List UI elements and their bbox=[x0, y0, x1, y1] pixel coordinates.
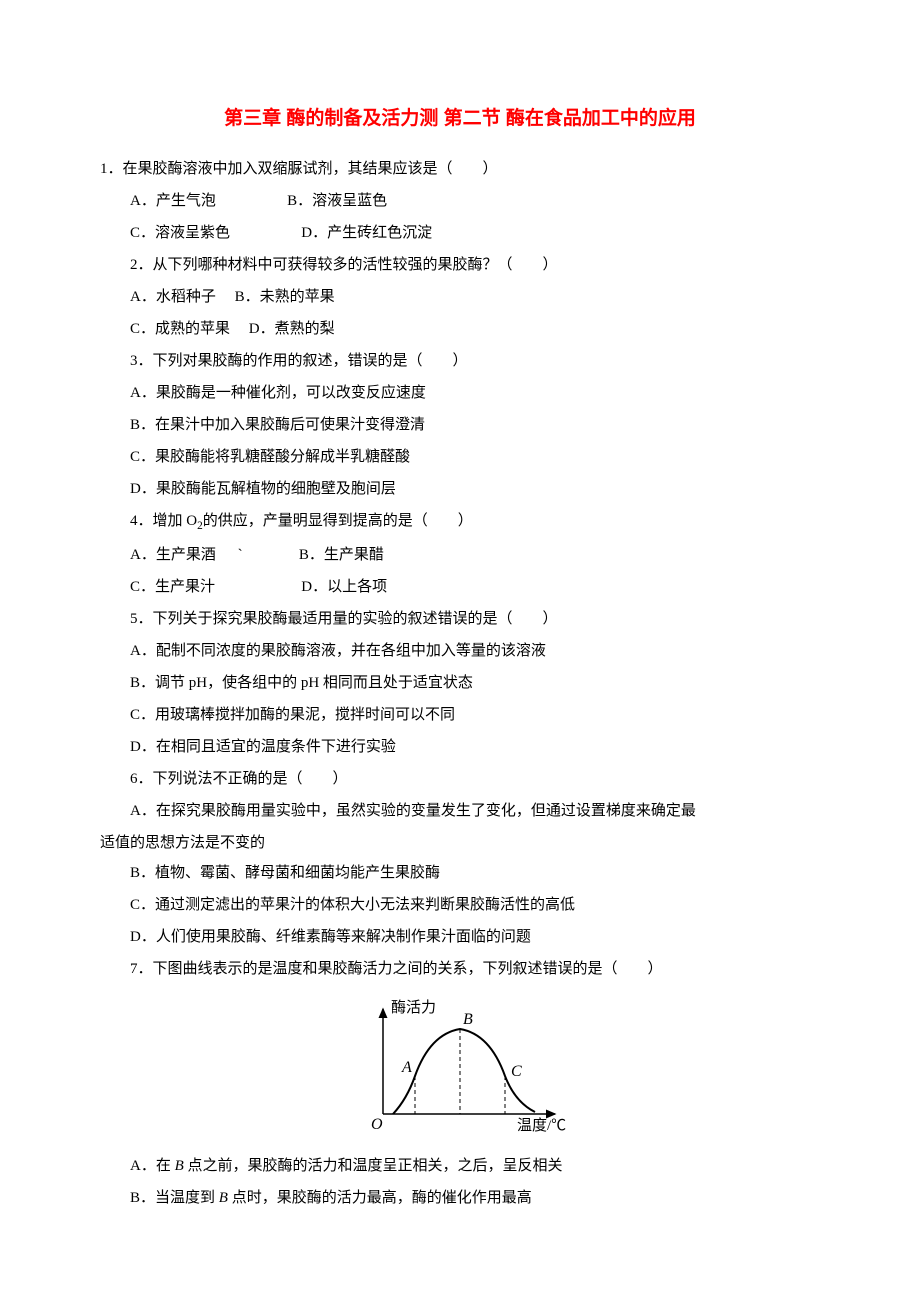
q4-option-d: D．以上各项 bbox=[301, 572, 387, 602]
q1-options-row1: A．产生气泡 B．溶液呈蓝色 bbox=[100, 186, 820, 216]
label-c: C bbox=[511, 1063, 522, 1080]
page-title: 第三章 酶的制备及活力测 第二节 酶在食品加工中的应用 bbox=[100, 100, 820, 138]
q2-option-b: B．未熟的苹果 bbox=[235, 282, 335, 312]
q1-options-row2: C．溶液呈紫色 D．产生砖红色沉淀 bbox=[100, 218, 820, 248]
q3-stem: 3．下列对果胶酶的作用的叙述，错误的是（ ） bbox=[100, 346, 820, 376]
q5-option-b: B．调节 pH，使各组中的 pH 相同而且处于适宜状态 bbox=[100, 668, 820, 698]
q7-option-a: A．在 B 点之前，果胶酶的活力和温度呈正相关，之后，呈反相关 bbox=[100, 1151, 820, 1181]
q2-option-c: C．成熟的苹果 bbox=[130, 314, 230, 344]
q6-option-a-line1: A．在探究果胶酶用量实验中，虽然实验的变量发生了变化，但通过设置梯度来确定最 bbox=[100, 796, 820, 826]
q4-stem-prefix: 4．增加 O bbox=[130, 513, 197, 529]
q2-options-row2: C．成熟的苹果 D．煮熟的梨 bbox=[100, 314, 820, 344]
q5-option-a: A．配制不同浓度的果胶酶溶液，并在各组中加入等量的该溶液 bbox=[100, 636, 820, 666]
q3-option-c: C．果胶酶能将乳糖醛酸分解成半乳糖醛酸 bbox=[100, 442, 820, 472]
q7-b-suffix: 点时，果胶酶的活力最高，酶的催化作用最高 bbox=[228, 1190, 532, 1206]
chart-svg: 酶活力 温度/℃ O A B C bbox=[345, 994, 575, 1134]
label-a: A bbox=[401, 1059, 412, 1076]
q5-stem: 5．下列关于探究果胶酶最适用量的实验的叙述错误的是（ ） bbox=[100, 604, 820, 634]
q7-a-var: B bbox=[175, 1158, 184, 1174]
q1-option-b: B．溶液呈蓝色 bbox=[287, 186, 387, 216]
q1-option-d: D．产生砖红色沉淀 bbox=[301, 218, 432, 248]
q6-option-d: D．人们使用果胶酶、纤维素酶等来解决制作果汁面临的问题 bbox=[100, 922, 820, 952]
q7-a-prefix: A．在 bbox=[130, 1158, 175, 1174]
q2-options-row1: A．水稻种子 B．未熟的苹果 bbox=[100, 282, 820, 312]
q2-option-a: A．水稻种子 bbox=[130, 282, 216, 312]
q1-option-c: C．溶液呈紫色 bbox=[130, 218, 230, 248]
label-b: B bbox=[463, 1011, 473, 1028]
q5-option-c: C．用玻璃棒搅拌加酶的果泥，搅拌时间可以不同 bbox=[100, 700, 820, 730]
q7-b-prefix: B．当温度到 bbox=[130, 1190, 219, 1206]
q3-option-b: B．在果汁中加入果胶酶后可使果汁变得澄清 bbox=[100, 410, 820, 440]
q7-a-suffix: 点之前，果胶酶的活力和温度呈正相关，之后，呈反相关 bbox=[184, 1158, 563, 1174]
q2-option-d: D．煮熟的梨 bbox=[249, 314, 335, 344]
q6-option-a-line2: 适值的思想方法是不变的 bbox=[100, 828, 820, 858]
q2-stem: 2．从下列哪种材料中可获得较多的活性较强的果胶酶？（ ） bbox=[100, 250, 820, 280]
q1-stem: 1．在果胶酶溶液中加入双缩脲试剂，其结果应该是（ ） bbox=[100, 154, 820, 184]
q6-option-c: C．通过测定滤出的苹果汁的体积大小无法来判断果胶酶活性的高低 bbox=[100, 890, 820, 920]
q3-option-d: D．果胶酶能瓦解植物的细胞壁及胞间层 bbox=[100, 474, 820, 504]
q5-option-d: D．在相同且适宜的温度条件下进行实验 bbox=[100, 732, 820, 762]
q6-stem: 6．下列说法不正确的是（ ） bbox=[100, 764, 820, 794]
q4-stem: 4．增加 O2的供应，产量明显得到提高的是（ ） bbox=[100, 506, 820, 538]
enzyme-activity-chart: 酶活力 温度/℃ O A B C bbox=[100, 994, 820, 1145]
q6-option-b: B．植物、霉菌、酵母菌和细菌均能产生果胶酶 bbox=[100, 858, 820, 888]
q4-stem-suffix: 的供应，产量明显得到提高的是（ ） bbox=[203, 513, 473, 529]
q4-option-b: B．生产果醋 bbox=[299, 540, 384, 570]
origin-label: O bbox=[371, 1116, 383, 1133]
q4-options-row2: C．生产果汁 D．以上各项 bbox=[100, 572, 820, 602]
y-axis-label: 酶活力 bbox=[391, 999, 436, 1016]
q1-option-a: A．产生气泡 bbox=[130, 186, 216, 216]
q7-option-b: B．当温度到 B 点时，果胶酶的活力最高，酶的催化作用最高 bbox=[100, 1183, 820, 1213]
q3-option-a: A．果胶酶是一种催化剂，可以改变反应速度 bbox=[100, 378, 820, 408]
q4-option-c: C．生产果汁 bbox=[130, 572, 215, 602]
q7-stem: 7．下图曲线表示的是温度和果胶酶活力之间的关系，下列叙述错误的是（ ） bbox=[100, 954, 820, 984]
q4-option-a: A．生产果酒 bbox=[130, 540, 216, 570]
x-axis-label: 温度/℃ bbox=[517, 1117, 566, 1134]
q7-b-var: B bbox=[219, 1190, 228, 1206]
q4-options-row1: A．生产果酒 ` B．生产果醋 bbox=[100, 540, 820, 570]
